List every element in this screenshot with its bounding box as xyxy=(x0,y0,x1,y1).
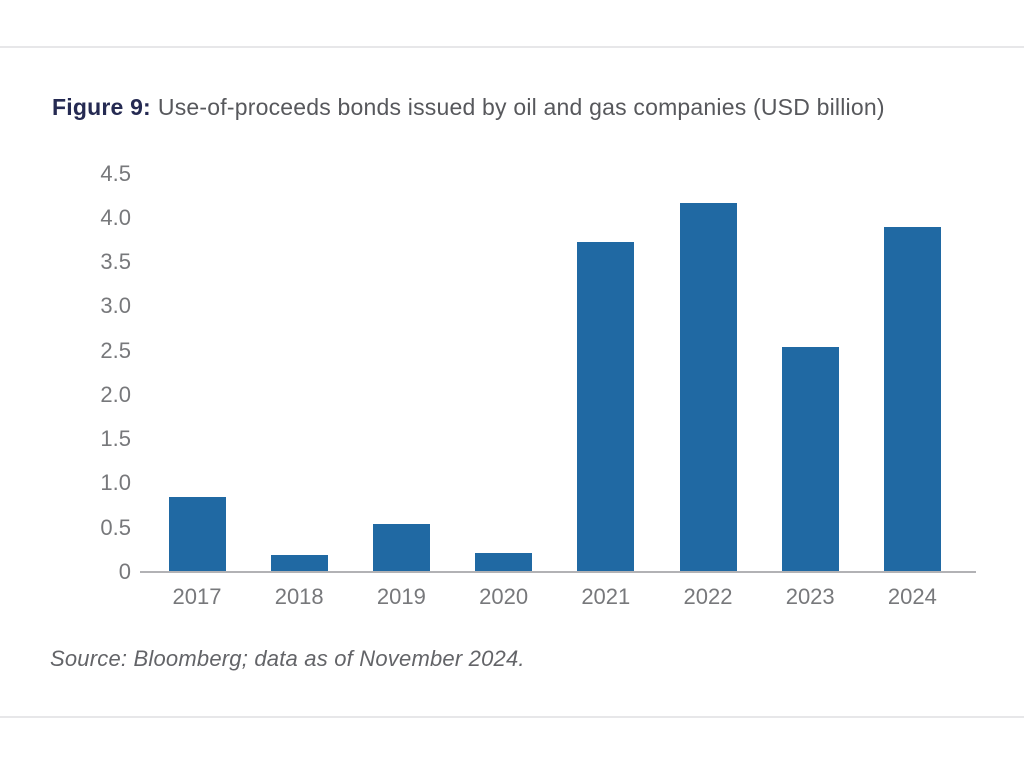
x-tick-label: 2022 xyxy=(683,584,733,609)
y-tick-label: 1.5 xyxy=(100,426,131,452)
top-divider xyxy=(0,46,1024,48)
bar-2017 xyxy=(168,497,226,571)
y-tick-label: 4.0 xyxy=(100,204,131,230)
x-tick-label: 2021 xyxy=(581,584,631,609)
y-tick-label: 2.5 xyxy=(100,337,131,363)
y-tick-label: 2.0 xyxy=(100,381,131,407)
figure-title-text: Use-of-proceeds bonds issued by oil and … xyxy=(157,94,885,120)
bar-2021 xyxy=(577,241,635,571)
y-tick-label: 0 xyxy=(118,559,131,584)
bar-2018 xyxy=(270,555,328,571)
bar-2023 xyxy=(781,346,839,571)
source-note: Source: Bloomberg; data as of November 2… xyxy=(50,646,525,671)
bottom-divider xyxy=(0,716,1024,718)
y-tick-label: 3.0 xyxy=(100,293,131,319)
bar-2019 xyxy=(372,524,430,571)
bar-2024 xyxy=(883,226,941,571)
x-tick-label: 2020 xyxy=(479,584,529,609)
x-axis-line xyxy=(140,571,976,573)
x-tick-label: 2017 xyxy=(172,584,222,609)
bar-2020 xyxy=(475,553,533,571)
figure-label: Figure 9: xyxy=(52,94,151,120)
y-tick-label: 3.5 xyxy=(100,249,131,275)
y-tick-label: 4.5 xyxy=(100,160,131,186)
x-tick-label: 2019 xyxy=(376,584,426,609)
x-tick-label: 2018 xyxy=(274,584,324,609)
x-tick-label: 2024 xyxy=(887,584,937,609)
figure-title: Figure 9: Use-of-proceeds bonds issued by… xyxy=(52,93,885,121)
x-tick-label: 2023 xyxy=(785,584,835,609)
bar-2022 xyxy=(679,202,737,571)
y-tick-label: 0.5 xyxy=(100,514,131,540)
y-tick-label: 1.0 xyxy=(100,470,131,496)
